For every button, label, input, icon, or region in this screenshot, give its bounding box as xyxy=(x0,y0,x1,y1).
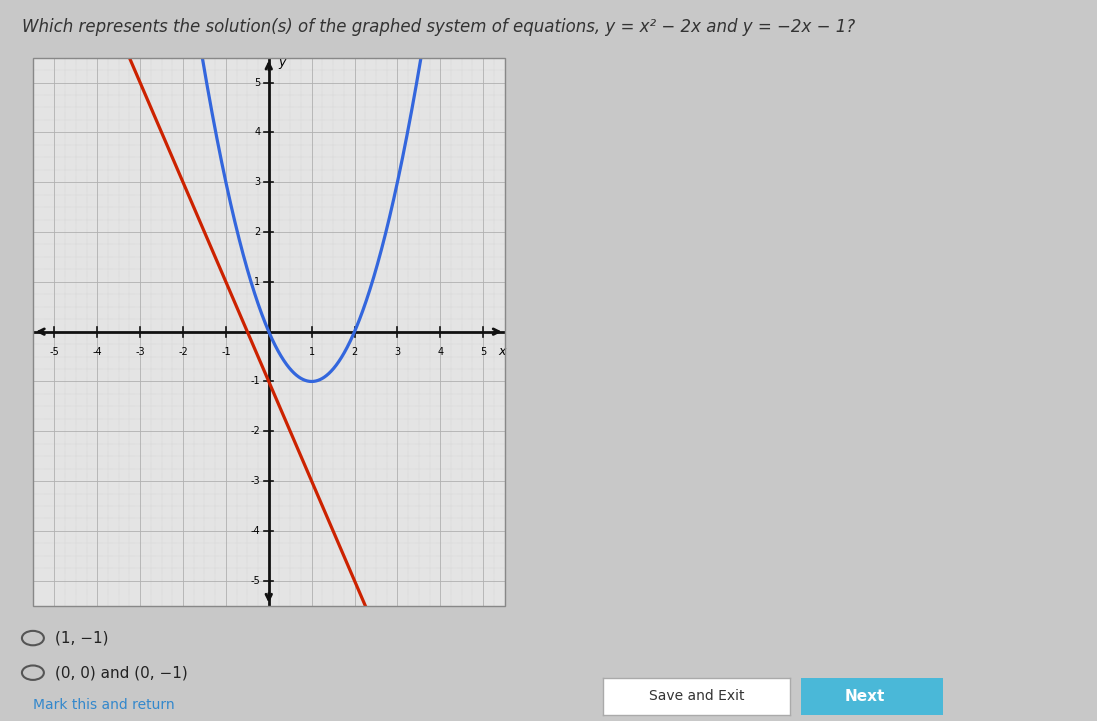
Text: (0, 0) and (0, −1): (0, 0) and (0, −1) xyxy=(55,665,188,680)
Text: x: x xyxy=(499,345,506,358)
Text: 3: 3 xyxy=(394,347,400,357)
Text: -5: -5 xyxy=(49,347,59,357)
Text: 2: 2 xyxy=(253,227,260,237)
Text: -4: -4 xyxy=(92,347,102,357)
Text: Which represents the solution(s) of the graphed system of equations, y = x² − 2x: Which represents the solution(s) of the … xyxy=(22,18,856,36)
Text: 5: 5 xyxy=(253,78,260,87)
Text: (1, −1): (1, −1) xyxy=(55,631,109,645)
Polygon shape xyxy=(926,685,943,708)
Text: y: y xyxy=(278,56,285,69)
Text: -3: -3 xyxy=(250,476,260,486)
Text: Save and Exit: Save and Exit xyxy=(648,689,745,704)
Text: -1: -1 xyxy=(250,376,260,386)
Text: -2: -2 xyxy=(178,347,188,357)
Text: -3: -3 xyxy=(135,347,145,357)
Text: -2: -2 xyxy=(250,426,260,436)
Text: 2: 2 xyxy=(351,347,358,357)
Text: 4: 4 xyxy=(255,128,260,138)
Text: 3: 3 xyxy=(255,177,260,187)
Text: Next: Next xyxy=(845,689,885,704)
Text: 1: 1 xyxy=(255,277,260,287)
Text: -5: -5 xyxy=(250,576,260,585)
Text: 1: 1 xyxy=(308,347,315,357)
Text: -1: -1 xyxy=(222,347,230,357)
Text: 5: 5 xyxy=(480,347,486,357)
Text: -4: -4 xyxy=(250,526,260,536)
Text: Mark this and return: Mark this and return xyxy=(33,698,174,712)
Text: 4: 4 xyxy=(438,347,443,357)
